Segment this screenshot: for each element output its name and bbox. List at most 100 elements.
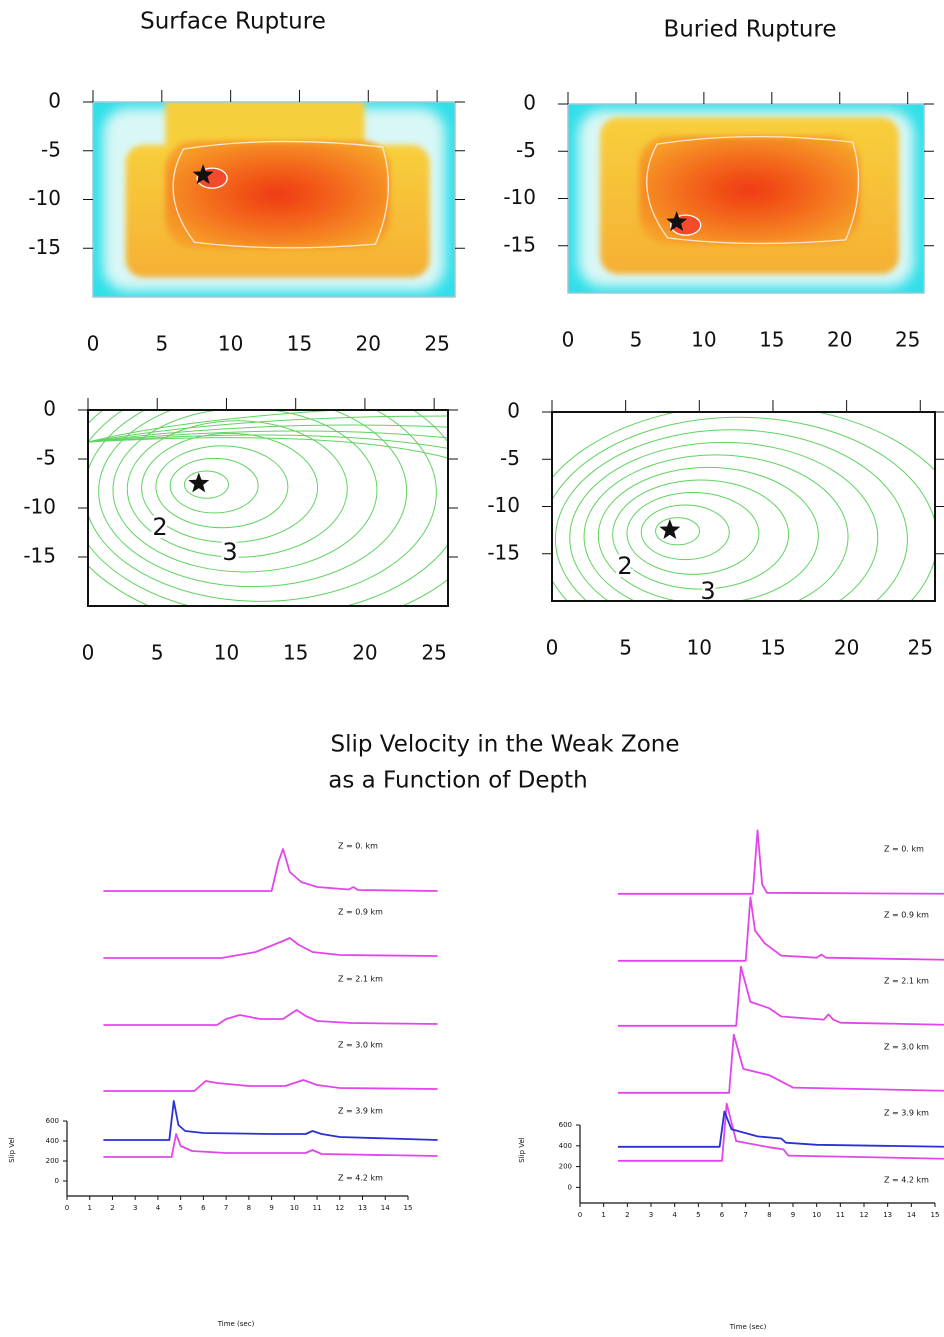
rupture-time-contour <box>583 454 849 601</box>
y-tick-label: 0 <box>507 399 520 423</box>
slip-velocity-trace <box>103 1133 438 1158</box>
rupture-time-contour <box>183 470 229 499</box>
y-tick-label: 200 <box>559 1163 572 1171</box>
x-tick-label: 8 <box>247 1204 251 1212</box>
x-tick-label: 15 <box>404 1204 413 1212</box>
x-tick-label: 25 <box>908 636 933 660</box>
rupture-time-contour <box>655 517 701 546</box>
x-tick-label: 4 <box>156 1204 161 1212</box>
x-tick-label: 15 <box>283 641 308 665</box>
y-tick-label: -5 <box>41 137 61 161</box>
rupture-time-contour <box>88 424 448 443</box>
rupture-time-contour <box>88 410 437 602</box>
x-tick-label: 10 <box>691 328 716 352</box>
x-tick-label: 5 <box>178 1204 182 1212</box>
x-tick-label: 5 <box>630 328 643 352</box>
y-tick-label: -10 <box>23 495 56 519</box>
rupture-time-contour <box>126 420 348 558</box>
x-tick-label: 7 <box>743 1211 747 1219</box>
depth-label: Z = 3.9 km <box>338 1107 383 1116</box>
depth-label: Z = 4.2 km <box>338 1174 383 1183</box>
x-tick-label: 25 <box>421 641 446 665</box>
slip-velocity-trace <box>617 1102 944 1162</box>
y-tick-label: -10 <box>487 493 520 517</box>
slip-contour <box>646 135 860 245</box>
rupture-time-contour <box>640 504 730 561</box>
x-tick-label: 0 <box>65 1204 69 1212</box>
depth-label: Z = 0. km <box>338 842 378 851</box>
x-tick-label: 20 <box>834 636 859 660</box>
rupture-time-contour <box>141 432 319 543</box>
x-tick-label: 10 <box>218 332 243 356</box>
x-axis-label: Time (sec) <box>217 1320 255 1328</box>
contour-label: 2 <box>152 513 167 541</box>
slip-velocity-trace <box>617 829 944 895</box>
contour-label: 2 <box>617 552 632 580</box>
rupture-time-contour <box>552 416 935 601</box>
y-tick-label: 600 <box>559 1121 572 1129</box>
x-tick-label: 6 <box>201 1204 206 1212</box>
y-tick-label: 0 <box>568 1183 572 1191</box>
rupture-time-contour <box>612 479 790 590</box>
panel-title: Surface Rupture <box>140 9 326 35</box>
rupture-time-contour <box>112 410 378 573</box>
x-tick-label: 0 <box>82 641 95 665</box>
x-tick-label: 25 <box>424 332 449 356</box>
rupture-time-contour <box>88 434 448 449</box>
x-tick-label: 6 <box>720 1211 725 1219</box>
y-tick-label: 0 <box>48 89 61 113</box>
depth-label: Z = 3.0 km <box>884 1043 929 1052</box>
slip-velocity-trace <box>103 937 438 959</box>
x-tick-label: 11 <box>836 1211 845 1219</box>
x-tick-label: 1 <box>87 1204 91 1212</box>
x-tick-label: 10 <box>214 641 239 665</box>
x-tick-label: 3 <box>133 1204 137 1212</box>
slip-velocity-trace <box>103 1009 438 1026</box>
field <box>93 102 455 297</box>
x-tick-label: 9 <box>269 1204 273 1212</box>
x-tick-label: 4 <box>672 1211 677 1219</box>
rupture-time-contour <box>88 415 448 443</box>
x-tick-label: 0 <box>562 328 575 352</box>
x-tick-label: 10 <box>290 1204 299 1212</box>
hypocenter <box>192 164 214 184</box>
depth-label: Z = 2.1 km <box>884 977 929 986</box>
x-tick-label: 12 <box>860 1211 869 1219</box>
contour-label: 3 <box>700 577 715 605</box>
field <box>568 104 924 293</box>
field <box>88 410 448 606</box>
y-tick-label: -15 <box>487 540 520 564</box>
y-axis-label: Slip Vel <box>8 1137 16 1163</box>
panel-title: Buried Rupture <box>663 17 836 43</box>
x-tick-label: 2 <box>625 1211 629 1219</box>
x-tick-label: 11 <box>313 1204 322 1212</box>
y-tick-label: -15 <box>28 235 61 259</box>
y-tick-label: 0 <box>523 91 536 115</box>
x-tick-label: 20 <box>352 641 377 665</box>
y-tick-label: -15 <box>23 544 56 568</box>
x-tick-label: 15 <box>759 328 784 352</box>
figure-title: Slip Velocity in the Weak Zone <box>331 732 680 758</box>
depth-label: Z = 3.9 km <box>884 1109 929 1118</box>
slip-velocity-trace <box>617 896 944 962</box>
x-tick-label: 15 <box>760 636 785 660</box>
y-tick-label: -10 <box>503 185 536 209</box>
x-tick-label: 14 <box>907 1211 916 1219</box>
x-tick-label: 14 <box>381 1204 390 1212</box>
x-tick-label: 10 <box>812 1211 821 1219</box>
hypocenter <box>188 472 210 493</box>
slip-velocity-trace <box>617 965 944 1027</box>
x-tick-label: 5 <box>151 641 164 665</box>
y-tick-label: 400 <box>559 1142 572 1150</box>
x-tick-label: 13 <box>358 1204 367 1212</box>
rupture-time-contour <box>155 445 289 529</box>
slip-velocity-trace <box>617 1033 944 1094</box>
slip-velocity-trace <box>103 1100 438 1141</box>
rupture-time-contour <box>88 430 448 443</box>
y-tick-label: 600 <box>46 1117 59 1125</box>
rupture-time-contour <box>597 466 819 601</box>
y-tick-label: 0 <box>43 397 56 421</box>
rupture-time-contour <box>169 457 259 514</box>
y-tick-label: -5 <box>36 446 56 470</box>
